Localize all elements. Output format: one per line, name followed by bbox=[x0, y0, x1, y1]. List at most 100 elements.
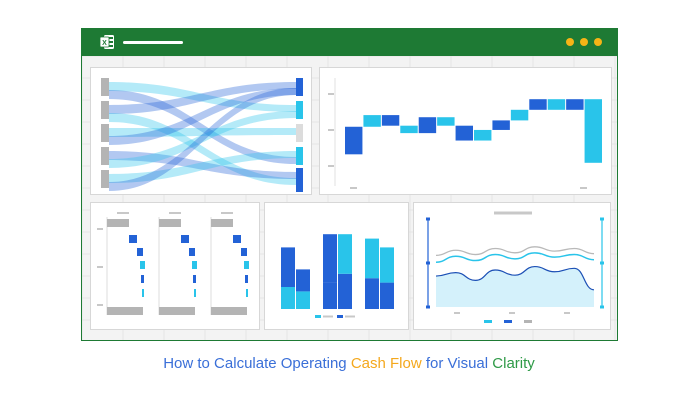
sankey-nodes bbox=[101, 78, 303, 192]
sankey-link bbox=[109, 128, 296, 137]
area-legend-swatch bbox=[504, 320, 512, 323]
bar-segment bbox=[296, 269, 310, 292]
step-bar bbox=[141, 275, 144, 283]
area-line-light bbox=[435, 252, 595, 264]
waterfall-bar bbox=[566, 99, 584, 110]
area-left-tick bbox=[426, 261, 430, 265]
step-bar bbox=[246, 289, 248, 297]
caption-part-3: for Visual bbox=[425, 355, 489, 372]
waterfall-bar bbox=[584, 99, 602, 163]
step-bar bbox=[233, 235, 241, 243]
caption: How to Calculate Operating Cash Flow for… bbox=[0, 354, 698, 374]
step-bar bbox=[211, 219, 233, 227]
waterfall-bar bbox=[455, 125, 473, 141]
excel-icon: X bbox=[99, 35, 114, 49]
waterfall-bar bbox=[492, 120, 510, 130]
bar-chart-panel bbox=[264, 202, 409, 330]
bar-segment bbox=[296, 291, 310, 309]
area-chart-panel bbox=[413, 202, 611, 330]
sankey-source-node bbox=[101, 170, 109, 188]
waterfall-bar bbox=[529, 99, 547, 110]
step-bar bbox=[245, 275, 248, 283]
window-dot-3[interactable] bbox=[594, 38, 602, 46]
step-bar bbox=[192, 261, 197, 269]
sankey-link bbox=[109, 88, 296, 191]
waterfall-bar bbox=[474, 129, 492, 141]
step-total-bar bbox=[211, 307, 247, 315]
sankey-target-node bbox=[296, 78, 303, 96]
area-right-tick bbox=[600, 261, 604, 265]
bar-segment bbox=[338, 234, 352, 274]
area-fill bbox=[436, 266, 594, 307]
waterfall-bar bbox=[381, 115, 400, 126]
spreadsheet-grid bbox=[82, 56, 617, 340]
sankey-source-node bbox=[101, 124, 109, 142]
step-total-bar bbox=[159, 307, 195, 315]
area-line-gray bbox=[435, 246, 595, 257]
window-title-placeholder bbox=[123, 41, 183, 44]
bar-segment bbox=[338, 273, 352, 309]
area-left-tick bbox=[426, 217, 430, 221]
waterfall-bar bbox=[547, 99, 566, 110]
sankey-source-node bbox=[101, 101, 109, 119]
sankey-link bbox=[109, 82, 296, 112]
caption-part-4: Clarity bbox=[492, 355, 535, 372]
sankey-target-node bbox=[296, 168, 303, 192]
caption-part-2: Cash Flow bbox=[350, 355, 422, 372]
sankey-target-node bbox=[296, 101, 303, 119]
waterfall-panel bbox=[319, 67, 612, 195]
step-total-bar bbox=[107, 307, 143, 315]
sankey-link bbox=[109, 111, 296, 168]
sankey-target-node bbox=[296, 124, 303, 142]
waterfall-bar bbox=[345, 126, 363, 155]
area-right-tick bbox=[600, 305, 604, 309]
bar-segment bbox=[380, 282, 394, 309]
bar-chart bbox=[281, 234, 394, 318]
step-chart-panel bbox=[90, 202, 260, 330]
step-bar bbox=[244, 261, 249, 269]
step-bar bbox=[181, 235, 189, 243]
waterfall-bar bbox=[363, 115, 381, 127]
step-bar bbox=[194, 289, 196, 297]
sankey-links bbox=[109, 82, 296, 191]
title-bar: X bbox=[82, 29, 617, 56]
bar-segment bbox=[380, 247, 394, 283]
sankey-panel bbox=[90, 67, 312, 195]
svg-text:X: X bbox=[102, 40, 107, 47]
caption-part-1: How to Calculate Operating bbox=[163, 355, 347, 372]
waterfall-bar bbox=[510, 109, 529, 121]
waterfall-chart bbox=[328, 78, 602, 189]
bar-segment bbox=[323, 282, 337, 309]
area-legend-swatch bbox=[524, 320, 532, 323]
area-chart bbox=[426, 211, 604, 323]
step-bar bbox=[140, 261, 145, 269]
sankey-link bbox=[109, 82, 296, 114]
window-dot-2[interactable] bbox=[580, 38, 588, 46]
step-bar bbox=[107, 219, 129, 227]
step-bar bbox=[159, 219, 181, 227]
excel-window: X bbox=[81, 28, 618, 341]
area-left-tick bbox=[426, 305, 430, 309]
sankey-link bbox=[109, 151, 296, 179]
bar-legend-swatch bbox=[315, 315, 321, 318]
sankey-source-node bbox=[101, 78, 109, 96]
sankey-chart bbox=[101, 78, 303, 192]
sankey-link bbox=[109, 90, 296, 164]
step-bar bbox=[189, 248, 195, 256]
bar-segment bbox=[365, 238, 379, 279]
step-chart bbox=[97, 212, 249, 315]
bar-segment bbox=[281, 247, 295, 287]
waterfall-bar bbox=[418, 117, 437, 134]
step-bar bbox=[241, 248, 247, 256]
area-right-tick bbox=[600, 217, 604, 221]
step-bar bbox=[137, 248, 143, 256]
step-bar bbox=[142, 289, 144, 297]
sankey-link bbox=[109, 113, 296, 185]
step-bar bbox=[129, 235, 137, 243]
area-line-dark bbox=[435, 265, 595, 291]
sankey-source-node bbox=[101, 147, 109, 165]
sankey-link bbox=[109, 151, 296, 183]
window-dot-1[interactable] bbox=[566, 38, 574, 46]
bar-segment bbox=[281, 287, 295, 309]
bar-legend-swatch bbox=[337, 315, 343, 318]
